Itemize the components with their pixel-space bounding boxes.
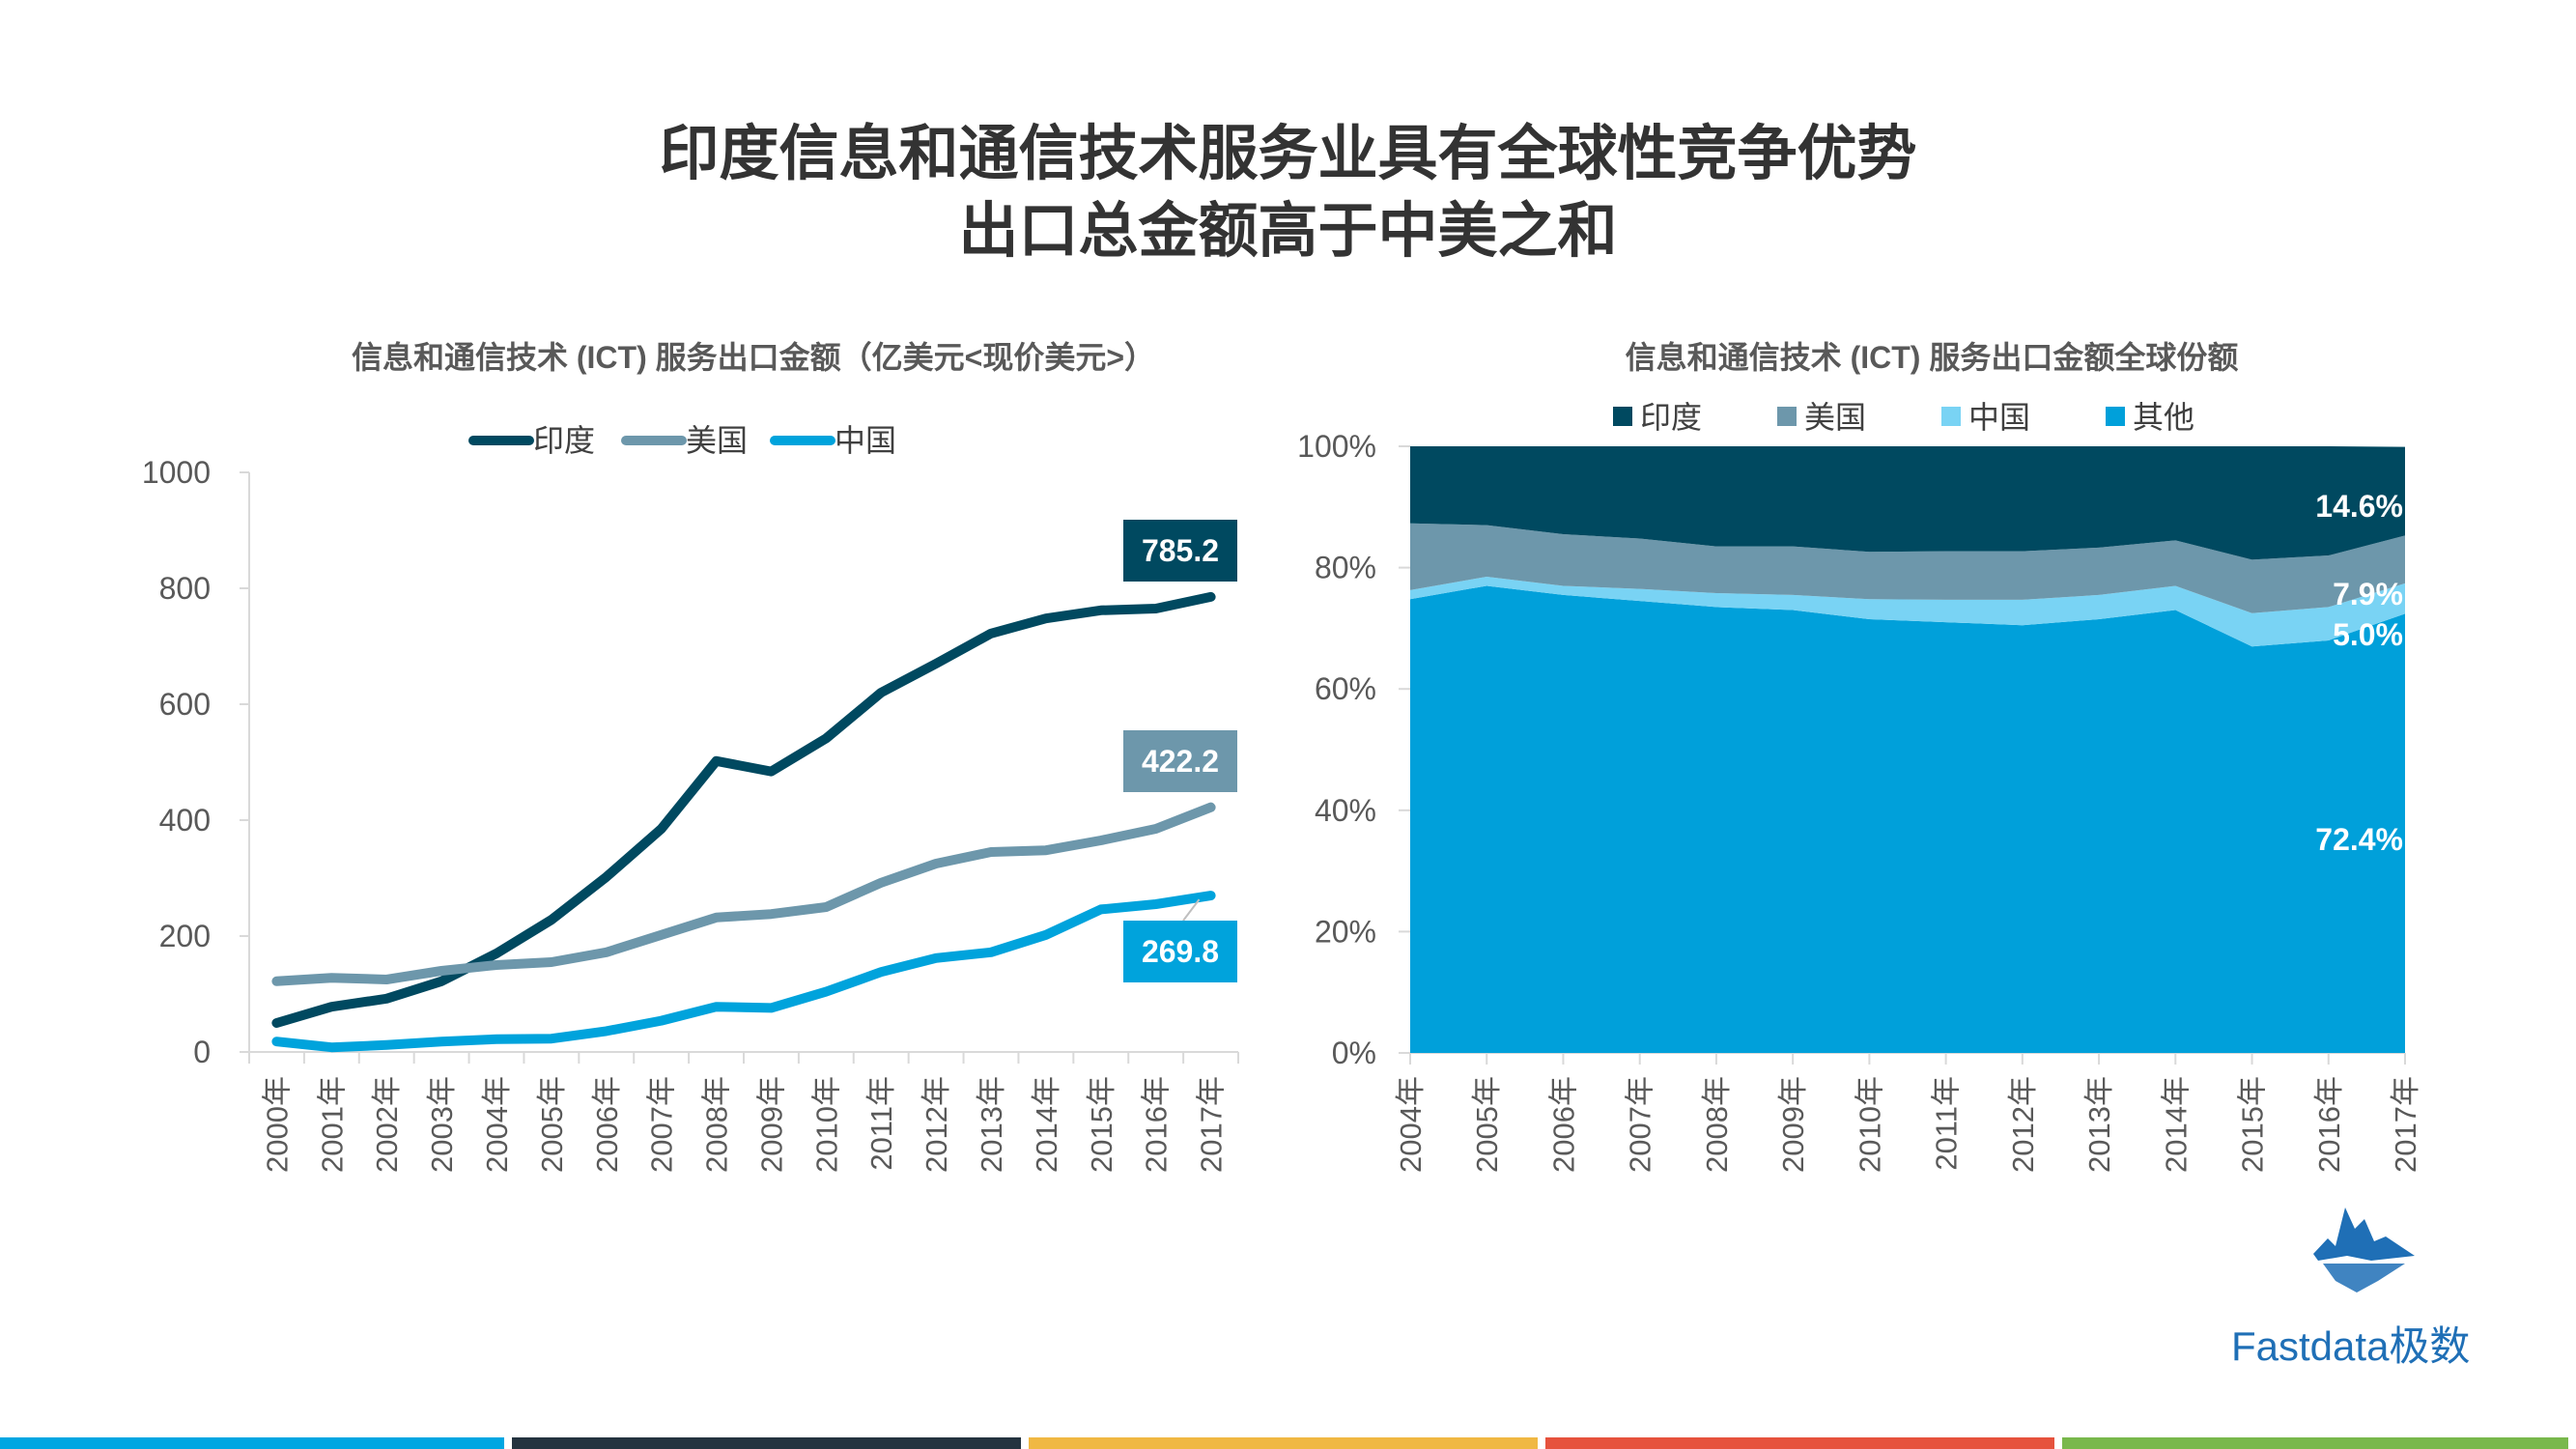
legend-label: 其他 bbox=[2133, 400, 2194, 435]
x-tick-label: 2006年 bbox=[1546, 1076, 1580, 1173]
x-tick-label: 2007年 bbox=[1624, 1076, 1657, 1173]
legend-swatch bbox=[1941, 407, 1961, 426]
legend-swatch bbox=[1777, 407, 1797, 426]
value-label-box bbox=[1123, 730, 1237, 792]
series-line-india bbox=[271, 591, 1216, 1028]
x-tick-label: 2005年 bbox=[535, 1076, 569, 1173]
y-tick-label: 800 bbox=[159, 571, 211, 606]
x-tick-label: 2008年 bbox=[700, 1076, 734, 1173]
y-tick-label: 100% bbox=[1297, 429, 1376, 464]
footer-bar-segment bbox=[0, 1437, 504, 1449]
y-tick-label: 1000 bbox=[142, 455, 211, 490]
y-tick-label: 80% bbox=[1315, 551, 1376, 585]
iceberg-logo-base-icon bbox=[2323, 1264, 2405, 1293]
x-tick-label: 2010年 bbox=[1853, 1076, 1886, 1173]
x-tick-label: 2014年 bbox=[2159, 1076, 2193, 1173]
x-tick-label: 2001年 bbox=[315, 1076, 349, 1173]
legend-label: 中国 bbox=[1968, 400, 2030, 435]
area-other bbox=[1410, 585, 2405, 1053]
y-tick-label: 40% bbox=[1315, 793, 1376, 828]
x-tick-label: 2015年 bbox=[2236, 1076, 2270, 1173]
x-tick-label: 2007年 bbox=[645, 1076, 679, 1173]
legend-label: 印度 bbox=[533, 423, 595, 458]
value-label: 269.8 bbox=[1142, 934, 1219, 969]
x-tick-label: 2008年 bbox=[1700, 1076, 1734, 1173]
x-tick-label: 2014年 bbox=[1030, 1076, 1063, 1173]
x-tick-label: 2009年 bbox=[754, 1076, 788, 1173]
x-tick-label: 2004年 bbox=[480, 1076, 514, 1173]
legend-swatch bbox=[2106, 407, 2125, 426]
y-tick-label: 60% bbox=[1315, 671, 1376, 706]
area-usa bbox=[1410, 523, 2405, 613]
area-india bbox=[1410, 446, 2405, 560]
footer-bar-segment bbox=[1545, 1437, 2054, 1449]
y-tick-label: 200 bbox=[159, 919, 211, 953]
area-china bbox=[1410, 577, 2405, 647]
x-tick-label: 2010年 bbox=[809, 1076, 843, 1173]
footer-bar-segment bbox=[1029, 1437, 1538, 1449]
x-tick-label: 2017年 bbox=[2389, 1076, 2422, 1173]
value-label: 14.6% bbox=[2315, 489, 2403, 524]
value-label: 422.2 bbox=[1142, 744, 1219, 779]
x-tick-label: 2015年 bbox=[1085, 1076, 1118, 1173]
x-tick-label: 2013年 bbox=[975, 1076, 1008, 1173]
page-subtitle: 出口总金额高于中美之和 bbox=[958, 198, 1618, 265]
y-tick-label: 0 bbox=[193, 1035, 211, 1069]
y-tick-label: 0% bbox=[1332, 1036, 1376, 1070]
y-tick-label: 400 bbox=[159, 803, 211, 838]
area-chart-title: 信息和通信技术 (ICT) 服务出口金额全球份额 bbox=[1625, 340, 2239, 375]
x-tick-label: 2017年 bbox=[1195, 1076, 1229, 1173]
x-tick-label: 2011年 bbox=[1930, 1076, 1964, 1171]
y-tick-label: 20% bbox=[1315, 914, 1376, 949]
x-tick-label: 2004年 bbox=[1394, 1076, 1428, 1173]
x-tick-label: 2011年 bbox=[864, 1076, 898, 1171]
legend-label: 印度 bbox=[1640, 400, 1702, 435]
x-tick-label: 2002年 bbox=[370, 1076, 404, 1173]
value-label-box bbox=[1123, 921, 1237, 982]
y-tick-label: 600 bbox=[159, 687, 211, 722]
series-line-china bbox=[271, 891, 1216, 1053]
page-title: 印度信息和通信技术服务业具有全球性竞争优势 bbox=[659, 121, 1917, 187]
legend-label: 美国 bbox=[686, 423, 748, 458]
legend-swatch bbox=[1613, 407, 1632, 426]
x-tick-label: 2016年 bbox=[1140, 1076, 1174, 1173]
x-tick-label: 2003年 bbox=[425, 1076, 459, 1173]
line-chart-title: 信息和通信技术 (ICT) 服务出口金额（亿美元<现价美元>） bbox=[351, 340, 1156, 375]
value-label: 5.0% bbox=[2333, 617, 2403, 652]
x-tick-label: 2016年 bbox=[2312, 1076, 2346, 1173]
legend-label: 中国 bbox=[835, 423, 896, 458]
iceberg-logo-icon bbox=[2313, 1208, 2415, 1261]
footer-bar-segment bbox=[2062, 1437, 2568, 1449]
x-tick-label: 2012年 bbox=[2006, 1076, 2040, 1173]
value-label-box bbox=[1123, 520, 1237, 582]
legend-label: 美国 bbox=[1804, 400, 1866, 435]
x-tick-label: 2009年 bbox=[1776, 1076, 1810, 1173]
x-tick-label: 2006年 bbox=[590, 1076, 624, 1173]
x-tick-label: 2000年 bbox=[260, 1076, 294, 1173]
value-label: 72.4% bbox=[2315, 822, 2403, 857]
value-label: 7.9% bbox=[2333, 577, 2403, 611]
brand-logo-text: Fastdata极数 bbox=[2231, 1323, 2471, 1369]
x-tick-label: 2005年 bbox=[1470, 1076, 1504, 1173]
series-line-usa bbox=[271, 802, 1216, 986]
x-tick-label: 2013年 bbox=[2082, 1076, 2116, 1173]
value-label: 785.2 bbox=[1142, 533, 1219, 568]
leader-line bbox=[1182, 898, 1201, 922]
footer-bar-segment bbox=[512, 1437, 1021, 1449]
x-tick-label: 2012年 bbox=[920, 1076, 953, 1173]
